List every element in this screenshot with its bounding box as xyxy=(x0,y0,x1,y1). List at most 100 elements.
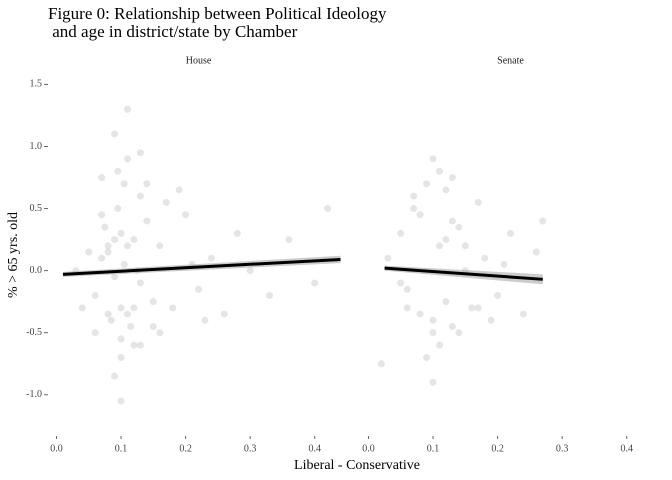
point xyxy=(448,174,456,182)
point xyxy=(117,354,125,362)
point xyxy=(123,242,131,250)
point xyxy=(507,229,514,237)
point xyxy=(104,242,112,250)
fit-line xyxy=(62,257,341,276)
point xyxy=(117,304,125,312)
point xyxy=(442,236,450,244)
point xyxy=(448,322,456,330)
point xyxy=(410,192,418,200)
x-tick-label: 0.1 xyxy=(115,443,128,454)
point xyxy=(539,217,547,225)
point xyxy=(111,236,119,244)
point xyxy=(136,149,144,157)
point xyxy=(101,223,109,231)
point xyxy=(442,298,450,306)
x-tick-label: 0.0 xyxy=(362,443,375,454)
y-axis-title: % > 65 yrs. old xyxy=(6,212,21,298)
point xyxy=(429,329,437,337)
point xyxy=(403,285,411,293)
point xyxy=(455,329,463,337)
point xyxy=(91,291,99,299)
point xyxy=(114,205,122,213)
point xyxy=(156,329,164,337)
point xyxy=(423,354,431,362)
point xyxy=(461,242,469,250)
point xyxy=(494,291,502,299)
point xyxy=(127,322,135,330)
point xyxy=(111,130,119,138)
y-tick-label: 1.0 xyxy=(30,141,43,152)
point xyxy=(448,217,456,225)
point xyxy=(481,254,489,262)
point xyxy=(455,223,463,231)
point xyxy=(266,291,274,299)
x-tick-label: 0.1 xyxy=(427,443,440,454)
point xyxy=(136,341,144,349)
point xyxy=(136,192,144,200)
point xyxy=(169,304,177,312)
point xyxy=(195,285,202,293)
x-tick-label: 0.2 xyxy=(491,443,504,454)
facet-title: House xyxy=(186,55,212,66)
y-tick-label: -1.0 xyxy=(26,389,42,400)
point xyxy=(149,298,157,306)
y-tick-label: 0.5 xyxy=(30,203,43,214)
point xyxy=(532,248,540,256)
x-tick-label: 0.4 xyxy=(620,443,633,454)
point xyxy=(435,242,443,250)
point xyxy=(474,198,482,206)
y-tick-label: 1.5 xyxy=(30,79,43,90)
point xyxy=(114,167,122,175)
point xyxy=(468,304,476,312)
point xyxy=(117,397,125,405)
point xyxy=(429,378,437,386)
x-tick-label: 0.3 xyxy=(244,443,257,454)
point xyxy=(397,229,405,237)
point xyxy=(519,310,527,318)
point xyxy=(149,322,157,330)
point xyxy=(98,211,106,219)
x-axis-title: Liberal - Conservative xyxy=(294,458,420,473)
point xyxy=(130,236,138,244)
point xyxy=(233,229,241,237)
point xyxy=(143,217,151,225)
point xyxy=(162,198,170,206)
x-tick-label: 0.0 xyxy=(50,443,63,454)
point xyxy=(377,360,385,368)
point xyxy=(416,310,424,318)
point xyxy=(311,279,319,287)
point xyxy=(220,310,228,318)
facet-title: Senate xyxy=(497,55,524,66)
point xyxy=(410,205,418,213)
point xyxy=(156,242,164,250)
point xyxy=(78,304,86,312)
point xyxy=(120,180,128,188)
point xyxy=(474,304,482,312)
point xyxy=(201,316,209,324)
point xyxy=(324,205,332,213)
point xyxy=(246,267,254,275)
x-tick-label: 0.3 xyxy=(556,443,569,454)
point xyxy=(98,174,106,182)
point xyxy=(423,180,431,188)
point xyxy=(123,105,131,113)
point xyxy=(120,260,128,268)
point xyxy=(85,248,93,256)
point xyxy=(435,341,443,349)
point xyxy=(111,273,119,281)
point xyxy=(429,316,437,324)
point xyxy=(442,186,450,194)
y-tick-label: 0.0 xyxy=(30,265,43,276)
point xyxy=(123,155,131,163)
point xyxy=(435,167,443,175)
chart-title: and age in district/state by Chamber xyxy=(48,22,298,41)
point xyxy=(384,254,392,262)
fit-line xyxy=(384,266,543,281)
point xyxy=(182,211,190,219)
point xyxy=(117,229,125,237)
point xyxy=(429,155,437,163)
point xyxy=(416,211,424,219)
point xyxy=(117,335,125,343)
point xyxy=(130,304,138,312)
